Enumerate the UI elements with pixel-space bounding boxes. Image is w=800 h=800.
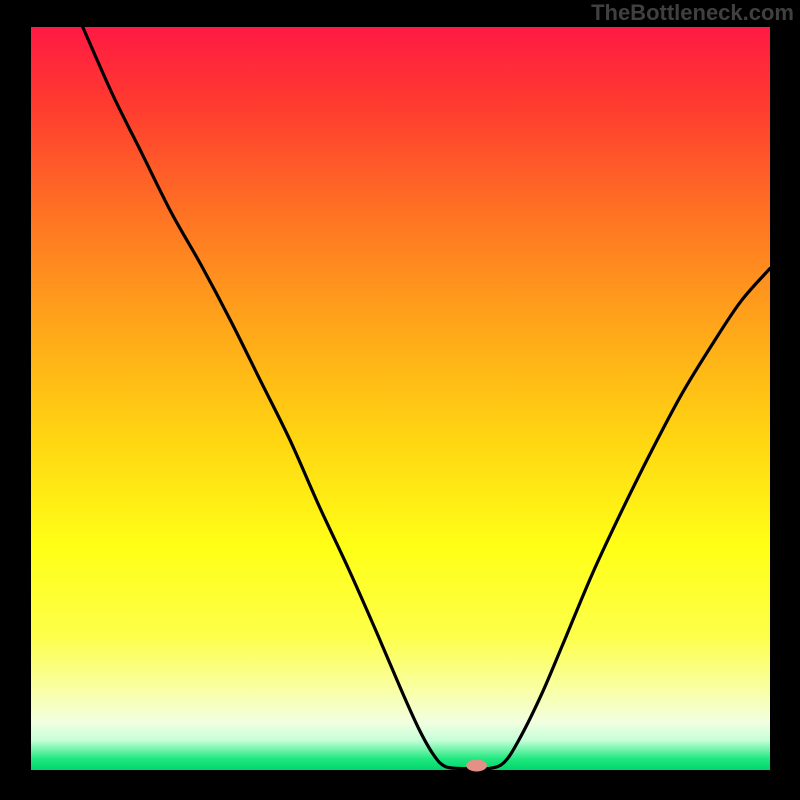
plot-gradient-background (31, 27, 770, 770)
watermark-text: TheBottleneck.com (591, 0, 794, 26)
minimum-marker (466, 760, 487, 772)
chart-container: TheBottleneck.com (0, 0, 800, 800)
bottleneck-chart (0, 0, 800, 800)
